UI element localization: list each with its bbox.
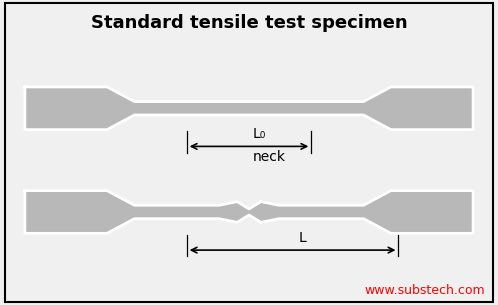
- FancyBboxPatch shape: [5, 3, 493, 302]
- Text: L₀: L₀: [252, 127, 265, 141]
- Text: L: L: [299, 231, 306, 245]
- Text: Standard tensile test specimen: Standard tensile test specimen: [91, 14, 407, 32]
- Polygon shape: [25, 87, 473, 130]
- Text: neck: neck: [252, 150, 285, 164]
- Text: www.substech.com: www.substech.com: [365, 284, 486, 297]
- Polygon shape: [25, 191, 473, 233]
